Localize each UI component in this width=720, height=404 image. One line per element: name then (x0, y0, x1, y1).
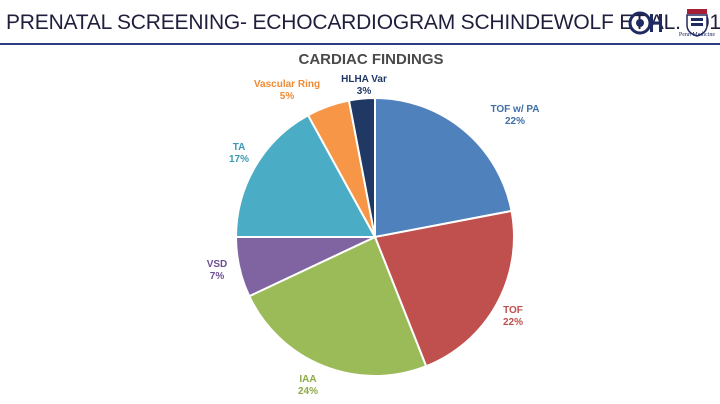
slice-label-vsd: VSD 7% (207, 259, 228, 282)
page-title: PRENATAL SCREENING- ECHOCARDIOGRAM SCHIN… (6, 11, 720, 34)
slice-label-tof-w-pa: TOF w/ PA 22% (490, 104, 539, 127)
slice-label-vascular-ring: Vascular Ring 5% (254, 79, 320, 102)
pie-slice-iaa (247, 235, 428, 377)
slice-label-iaa: IAA 24% (298, 374, 318, 397)
chop-logo (628, 11, 662, 35)
pie-slice-hlha-var (347, 96, 376, 238)
header-divider (0, 43, 720, 45)
slice-label-tof: TOF 22% (503, 305, 523, 328)
chart-title: CARDIAC FINDINGS (299, 51, 444, 68)
slice-label-ta: TA 17% (229, 142, 249, 165)
slice-label-hlha-var: HLHA Var 3% (341, 74, 387, 97)
pie-slice-tof-w-pa (374, 96, 513, 239)
penn-medicine-text: Penn Medicine (678, 32, 716, 38)
pie-slice-tof (373, 209, 515, 368)
penn-medicine-logo (686, 9, 708, 37)
pie-slice-ta (234, 113, 377, 238)
